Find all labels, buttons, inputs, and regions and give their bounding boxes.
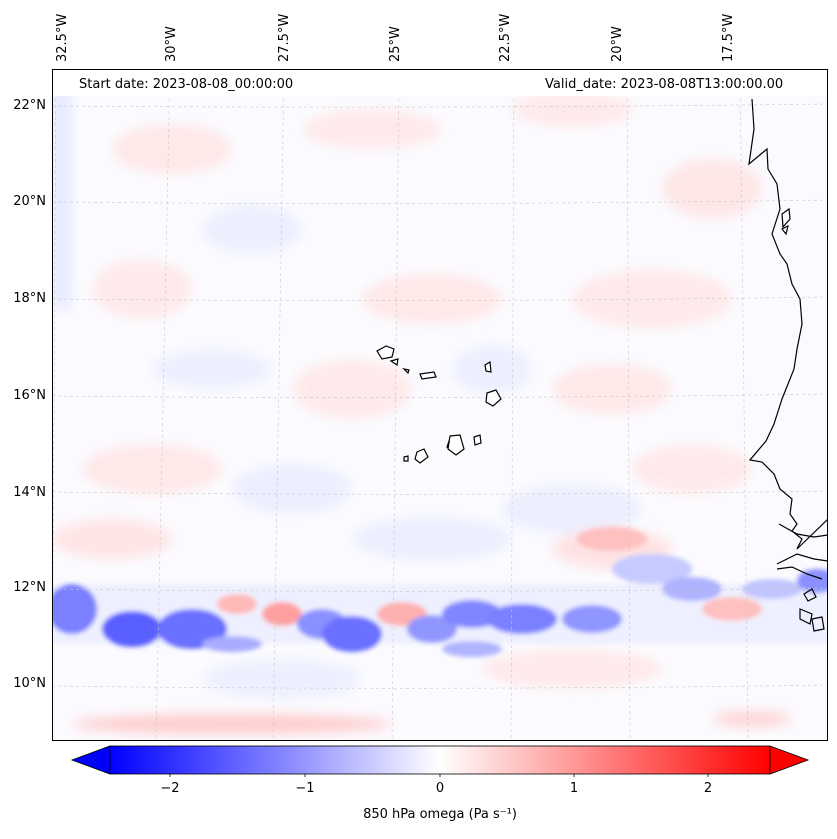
lat-tick-20N: 20°N — [13, 194, 46, 209]
start-date-label: Start date: 2023-08-08_00:00:00 — [79, 77, 294, 92]
coastline — [748, 98, 828, 632]
lon-tick-32.5W: 32.5°W — [55, 13, 70, 62]
colorbar-tick-neg2: −2 — [160, 781, 180, 796]
valid-date-label: Valid_date: 2023-08-08T13:00:00.00 — [545, 77, 784, 92]
colorbar-tick-2: 2 — [703, 781, 713, 796]
graticule — [52, 69, 828, 741]
colorbar-extend-min — [70, 745, 111, 775]
lat-tick-10N: 10°N — [13, 676, 46, 691]
colorbar-gradient — [109, 745, 771, 775]
lon-tick-17.5W: 17.5°W — [721, 13, 736, 62]
lon-tick-20W: 20°W — [610, 26, 625, 62]
colorbar-extend-max — [769, 745, 810, 775]
lat-tick-18N: 18°N — [13, 291, 46, 306]
lon-tick-30W: 30°W — [164, 26, 179, 62]
lat-tick-12N: 12°N — [13, 580, 46, 595]
colorbar-tick-neg1: −1 — [295, 781, 315, 796]
colorbar — [70, 745, 810, 777]
omega-field-weak — [52, 89, 792, 734]
omega-map — [52, 69, 828, 741]
lon-tick-22.5W: 22.5°W — [498, 13, 513, 62]
lat-tick-16N: 16°N — [13, 388, 46, 403]
lon-tick-25W: 25°W — [388, 26, 403, 62]
colorbar-tick-0: 0 — [435, 781, 445, 796]
lon-tick-27.5W: 27.5°W — [277, 13, 292, 62]
colorbar-tick-1: 1 — [569, 781, 579, 796]
colorbar-label: 850 hPa omega (Pa s⁻¹) — [363, 807, 517, 822]
cape-verde-islands — [376, 345, 502, 464]
lat-tick-14N: 14°N — [13, 485, 46, 500]
omega-field-itcz — [52, 527, 828, 657]
lat-tick-22N: 22°N — [13, 98, 46, 113]
